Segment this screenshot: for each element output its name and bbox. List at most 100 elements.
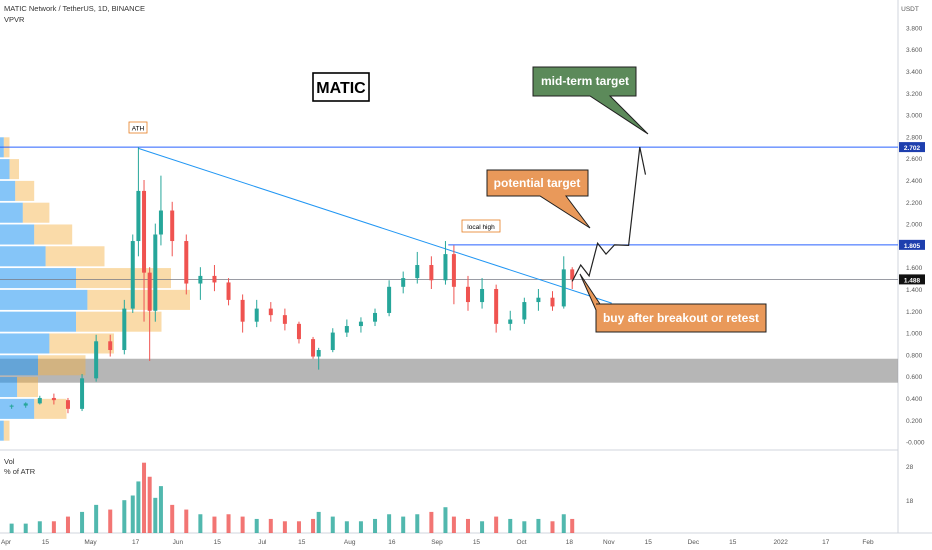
volume-bar: [296, 521, 301, 533]
volume-profile-up: [0, 289, 88, 310]
time-tick-label: Sep: [431, 539, 443, 546]
candle-body: [550, 297, 555, 307]
volume-profile-down: [45, 246, 105, 267]
price-tick-label: 1.600: [906, 265, 923, 272]
price-tick-label: 0.400: [906, 396, 923, 403]
price-tick-label: 3.000: [906, 113, 923, 120]
candle-body: [184, 241, 189, 284]
volume-profile-down: [17, 377, 38, 398]
candle-body: [522, 302, 527, 320]
candle-body: [358, 321, 363, 327]
volume-bar: [142, 462, 147, 533]
candle-body: [80, 378, 85, 409]
volume-profile-up: [0, 420, 4, 441]
time-tick-label: Jul: [258, 539, 267, 546]
candle-body: [122, 308, 127, 351]
volume-profile-down: [15, 180, 35, 201]
candle-body: [387, 286, 392, 313]
volume-profile-down: [34, 398, 67, 419]
time-tick-label: Apr: [1, 539, 12, 546]
currency-label: USDT: [901, 6, 919, 13]
volume-bar: [451, 516, 456, 533]
trendline: [138, 147, 612, 304]
volume-bar: [122, 500, 127, 533]
volume-label: Vol: [4, 457, 15, 466]
candle-body: [508, 319, 513, 324]
price-tick-label: 2.000: [906, 222, 923, 229]
volume-bar: [240, 516, 245, 533]
volume-bar: [373, 518, 378, 533]
volume-tick-label: 28: [906, 464, 914, 471]
support-zone: [0, 358, 898, 383]
volume-bar: [401, 516, 406, 533]
symbol-title: MATIC Network / TetherUS, 1D, BINANCE: [4, 4, 146, 13]
price-tick-label: -0.000: [906, 440, 925, 447]
volume-profile-down: [34, 224, 73, 245]
candle-body: [240, 299, 245, 322]
potential-callout: [486, 169, 591, 229]
time-tick-label: 15: [645, 539, 653, 546]
volume-profile-up: [0, 333, 50, 354]
volume-bar: [23, 523, 28, 533]
volume-bar: [316, 511, 321, 533]
time-tick-label: 15: [729, 539, 737, 546]
time-tick-label: 18: [566, 539, 574, 546]
candle-body: [373, 312, 378, 322]
volume-bar: [153, 497, 158, 533]
candle-body: [9, 405, 14, 407]
candle-body: [443, 254, 448, 281]
volume-profile-up: [0, 224, 35, 245]
candle-body: [130, 241, 135, 309]
price-tick-label: 3.200: [906, 91, 923, 98]
candle-body: [451, 254, 456, 287]
price-tick-label: 1.400: [906, 287, 923, 294]
candle-body: [311, 339, 316, 357]
atr-label: % of ATR: [4, 467, 36, 476]
time-tick-label: 2022: [773, 539, 788, 546]
time-tick-label: Jun: [173, 539, 184, 546]
candle-body: [136, 190, 141, 242]
candle-body: [316, 350, 321, 357]
volume-bar: [94, 504, 99, 533]
projection-path: [571, 146, 647, 282]
volume-bar: [344, 521, 349, 533]
buy-callout: [579, 273, 767, 333]
candle-body: [51, 397, 56, 401]
local-high-label: local high: [467, 224, 495, 231]
volume-bar: [80, 511, 85, 533]
volume-bar: [51, 521, 56, 533]
volume-profile-up: [0, 311, 76, 332]
volume-bar: [9, 523, 14, 533]
volume-profile-down: [76, 268, 171, 289]
time-tick-label: 16: [388, 539, 396, 546]
price-tick-label: 0.600: [906, 374, 923, 381]
volume-bar: [198, 514, 203, 533]
candle-body: [570, 269, 575, 280]
volume-bar: [550, 521, 555, 533]
time-tick-label: 17: [822, 539, 830, 546]
time-tick-label: 15: [473, 539, 481, 546]
time-tick-label: 15: [214, 539, 222, 546]
time-tick-label: 15: [42, 539, 50, 546]
volume-profile-down: [38, 355, 86, 376]
price-tick-label: 2.200: [906, 200, 923, 207]
volume-bar: [158, 486, 163, 533]
volume-profile-down: [22, 202, 50, 223]
volume-bar: [311, 518, 316, 533]
volume-bar: [65, 516, 70, 533]
volume-bar: [254, 518, 259, 533]
volume-bar: [170, 504, 175, 533]
candle-body: [108, 341, 113, 351]
candle-body: [212, 275, 217, 283]
candle-body: [94, 341, 99, 379]
candle-body: [330, 332, 335, 351]
potential-label: potential target: [494, 176, 581, 190]
candle-body: [480, 288, 485, 303]
volume-bar: [147, 476, 152, 533]
volume-bar: [37, 521, 42, 533]
volume-profile-down: [49, 333, 114, 354]
volume-bar: [358, 521, 363, 533]
volume-profile-down: [9, 159, 19, 180]
